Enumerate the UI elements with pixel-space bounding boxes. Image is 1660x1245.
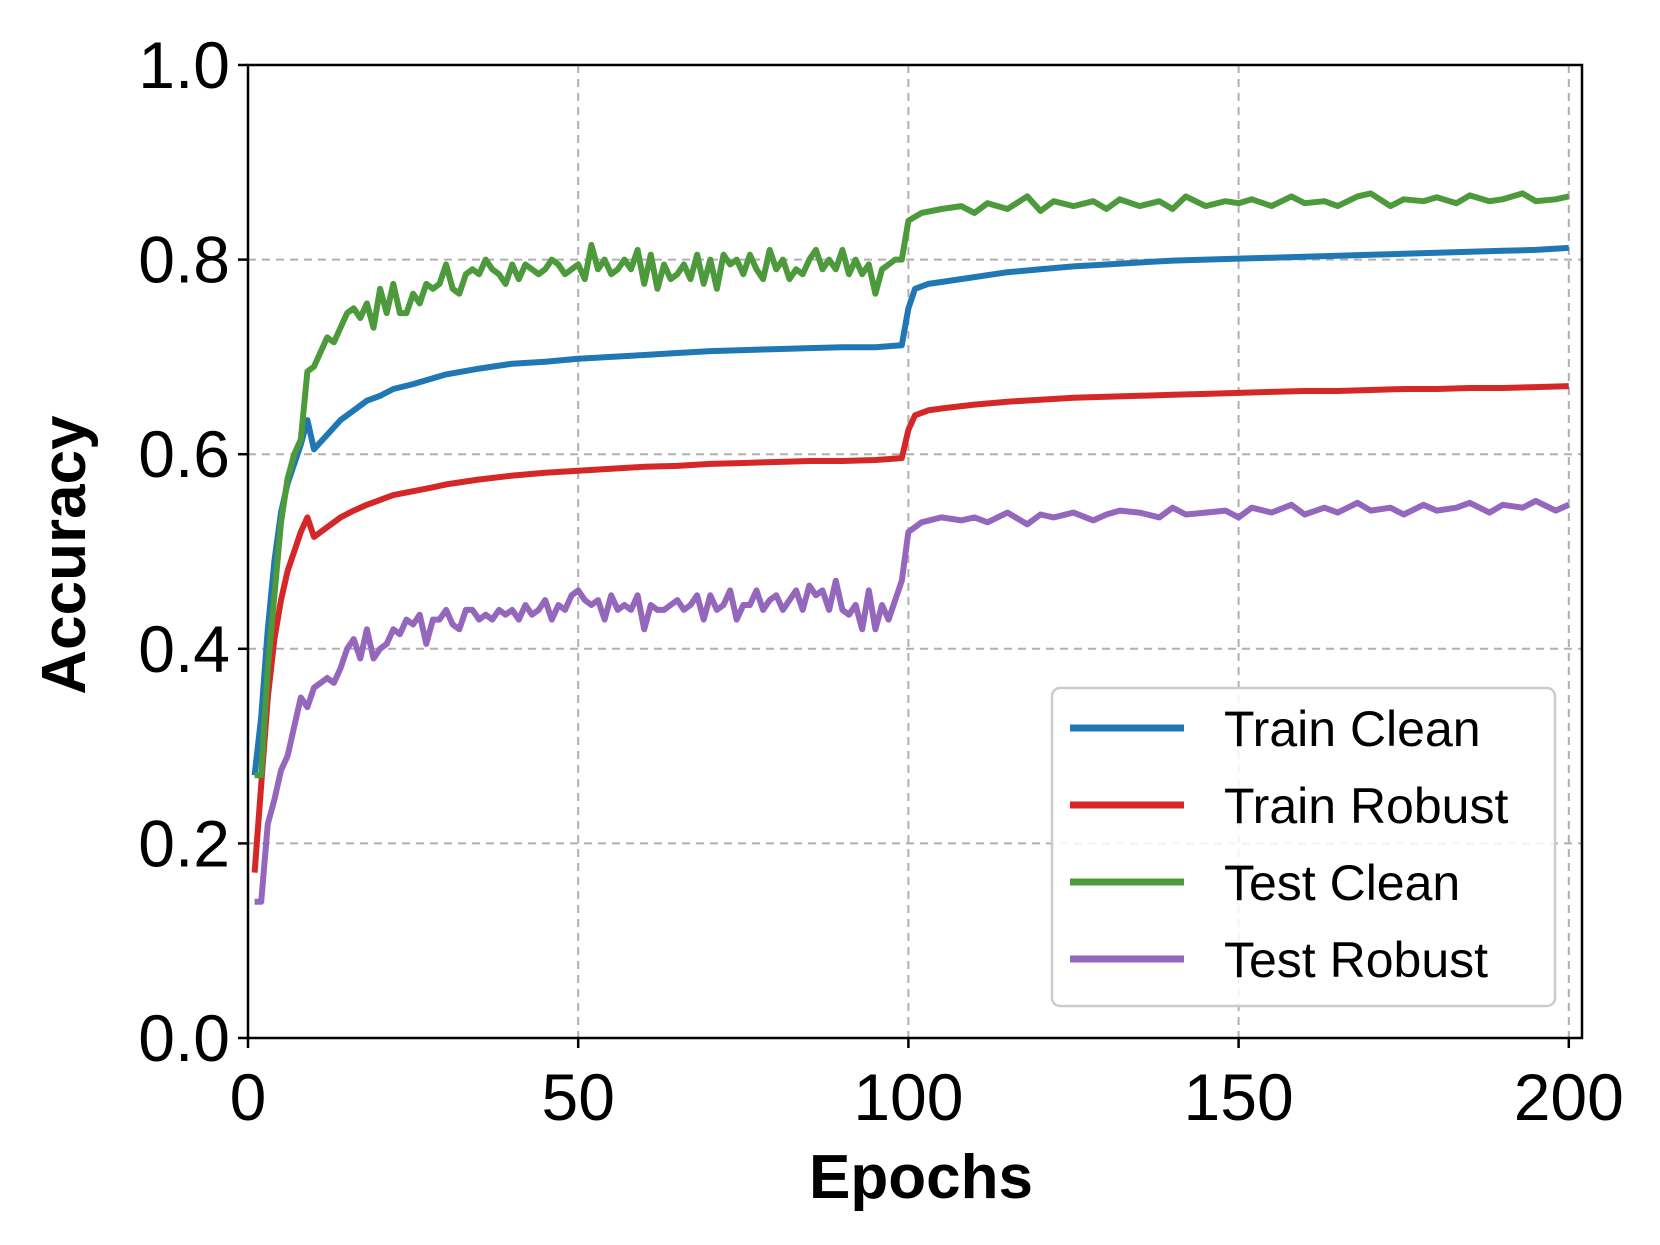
series-line-test-robust <box>254 497 1571 905</box>
y-tick-label: 1.0 <box>138 28 230 102</box>
x-tick-label: 100 <box>853 1060 963 1134</box>
x-tick-label: 0 <box>230 1060 267 1134</box>
y-tick-label: 0.6 <box>138 417 230 491</box>
series-line-test-clean <box>254 190 1570 779</box>
x-tick-label: 200 <box>1514 1060 1624 1134</box>
y-tick-label: 0.0 <box>138 1001 230 1075</box>
legend: Train Clean Train Robust Test Clean Test Ro… <box>1050 686 1557 1008</box>
x-tick-label: 50 <box>541 1060 614 1134</box>
legend-label-train-robust: Train Robust <box>1224 778 1508 834</box>
legend-label-test-robust: Test Robust <box>1224 932 1488 988</box>
x-tick-label: 150 <box>1184 1060 1294 1134</box>
series-line-train-robust <box>251 383 1569 873</box>
y-tick-label: 0.8 <box>138 223 230 297</box>
series-line-train-clean <box>251 244 1569 776</box>
y-tick-label: 0.2 <box>138 806 230 880</box>
series-group <box>251 190 1571 905</box>
axis-ticks: 0 50 100 150 200 0.0 0.2 0.4 0.6 0.8 1.0 <box>138 28 1624 1134</box>
x-axis-title: Epochs <box>809 1143 1033 1212</box>
y-axis-title: Accuracy <box>30 415 99 695</box>
plot-frame <box>246 63 1584 1040</box>
legend-label-train-clean: Train Clean <box>1224 701 1481 757</box>
legend-box <box>1050 686 1557 1008</box>
legend-label-test-clean: Test Clean <box>1224 855 1460 911</box>
y-tick-label: 0.4 <box>138 612 230 686</box>
